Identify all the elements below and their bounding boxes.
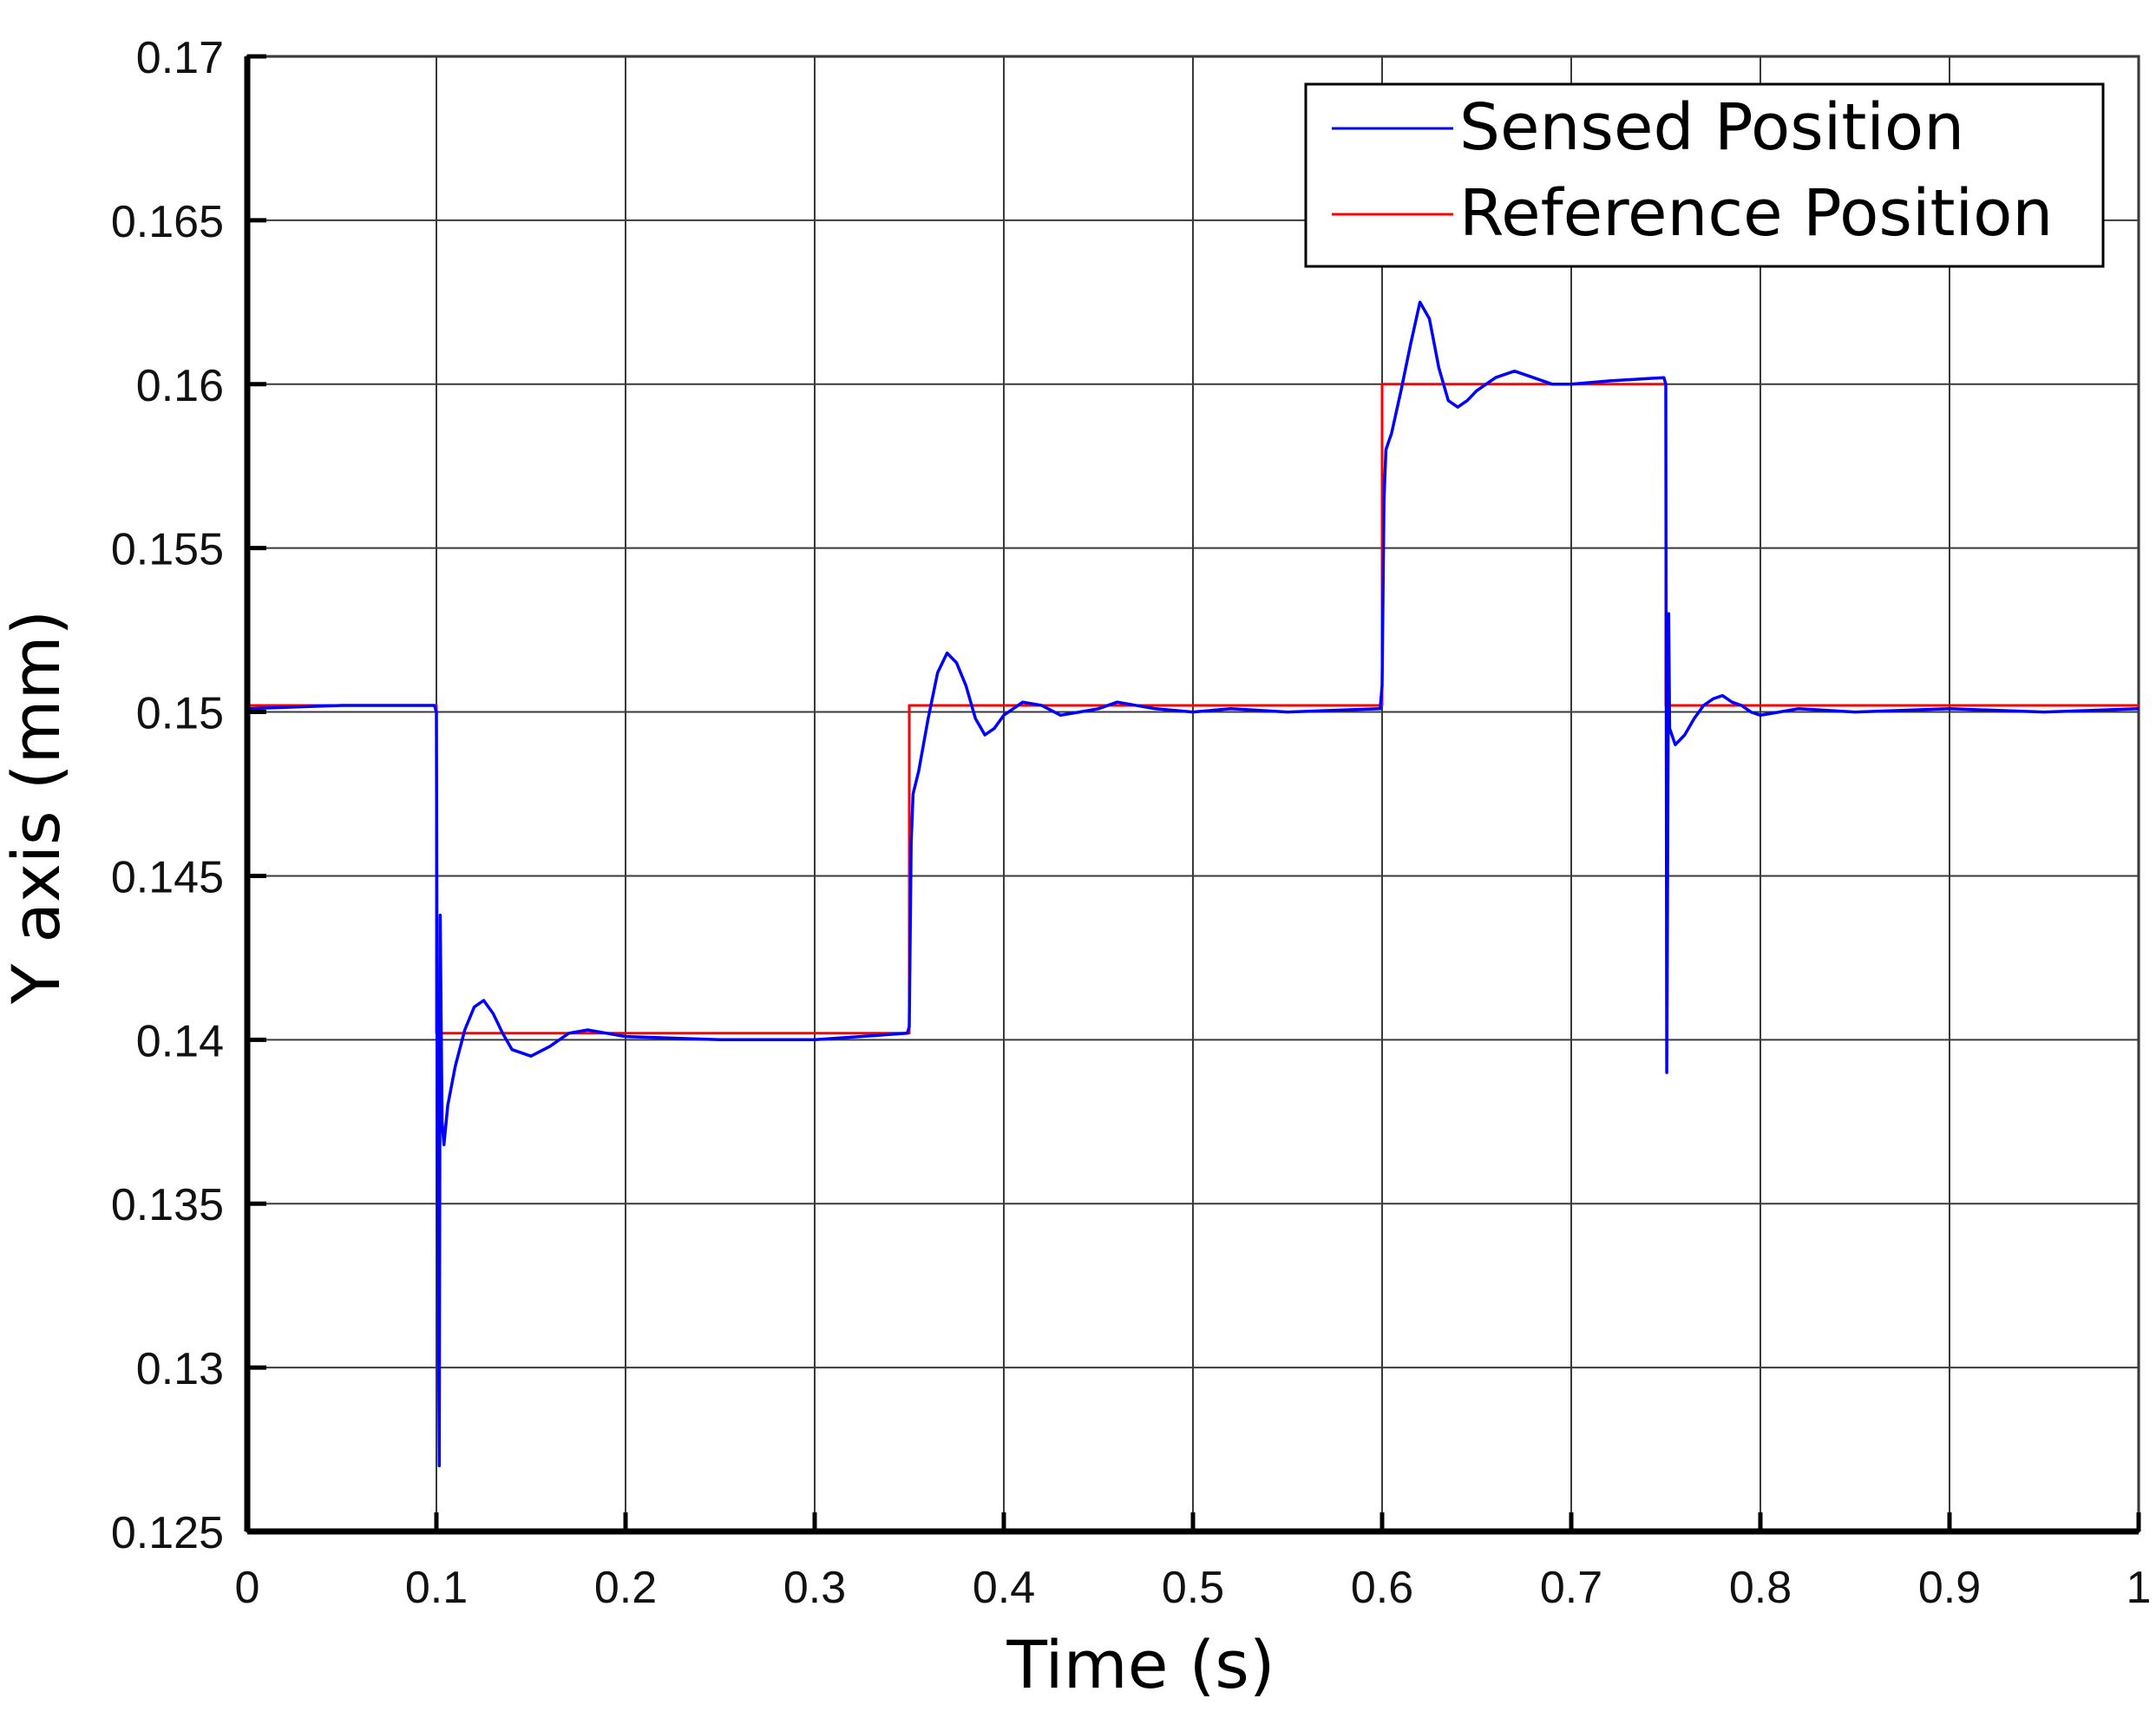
y-tick-labels: 0.125 0.13 0.135 0.14 0.145 0.15 0.155 0.16 0.16… <box>111 33 224 1558</box>
y-tick-label: 0.15 <box>136 689 224 739</box>
legend-box <box>1304 82 2105 268</box>
y-tick-label: 0.165 <box>111 197 224 247</box>
y-axis-title: Y axis (mm) <box>0 610 75 1005</box>
legend-label-sensed-position: Sensed Position <box>1459 90 1964 165</box>
x-tick-label: 0.4 <box>973 1563 1035 1613</box>
y-tick-label: 0.13 <box>136 1344 224 1394</box>
axis-ticks <box>245 54 2141 1534</box>
x-tick-label: 0.1 <box>405 1563 468 1613</box>
y-tick-label: 0.125 <box>111 1508 224 1558</box>
x-tick-label: 0.7 <box>1540 1563 1602 1613</box>
x-tick-label: 0.8 <box>1729 1563 1792 1613</box>
y-tick-label: 0.14 <box>136 1016 224 1066</box>
legend-label-reference-position: Reference Position <box>1459 176 2053 251</box>
y-tick-label: 0.145 <box>111 852 224 902</box>
x-tick-label: 1 <box>2127 1563 2152 1613</box>
y-tick-label: 0.17 <box>136 33 224 83</box>
series-layer <box>246 300 2140 1468</box>
x-tick-labels: 0 0.1 0.2 0.3 0.4 0.5 0.6 0.7 0.8 0.9 1 <box>235 1563 2152 1613</box>
x-tick-label: 0.2 <box>594 1563 657 1613</box>
series-line-sensed-position <box>246 300 2140 1468</box>
legend: Sensed Position Reference Position <box>1304 82 2105 268</box>
x-tick-label: 0.3 <box>783 1563 846 1613</box>
y-tick-label: 0.155 <box>111 525 224 575</box>
x-tick-label: 0 <box>235 1563 260 1613</box>
x-tick-label: 0.6 <box>1351 1563 1413 1613</box>
grid-lines <box>246 56 2140 1532</box>
x-axis-title: Time (s) <box>1006 1626 1275 1703</box>
x-tick-label: 0.5 <box>1162 1563 1224 1613</box>
x-tick-label: 0.9 <box>1918 1563 1981 1613</box>
y-tick-label: 0.16 <box>136 361 224 411</box>
y-tick-label: 0.135 <box>111 1180 224 1230</box>
